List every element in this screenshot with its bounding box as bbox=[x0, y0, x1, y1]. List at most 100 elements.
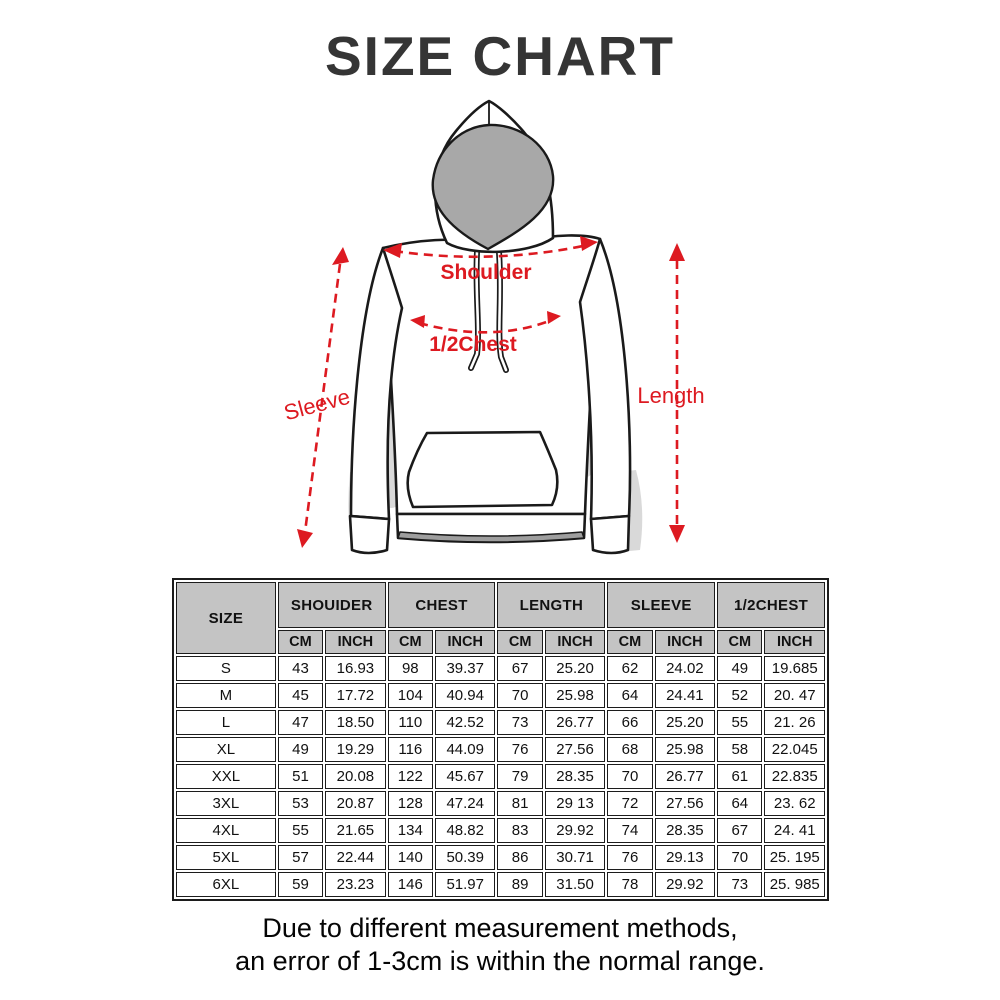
measurement-cell: 79 bbox=[497, 764, 543, 789]
shoulder-arrow bbox=[393, 243, 589, 259]
unit-header-cm: CM bbox=[387, 630, 433, 654]
measurement-cell: 43 bbox=[277, 656, 324, 681]
measurement-cell: 20.87 bbox=[325, 791, 386, 816]
measurement-cell: 59 bbox=[277, 872, 324, 897]
hoodie-figure: Shoulder 1/2Chest Sleeve Length bbox=[270, 92, 730, 578]
measurement-cell: 30.71 bbox=[544, 845, 606, 870]
table-row: M 45 17.72 104 40.94 70 25.98 64 24.41 52 20. 47 bbox=[176, 683, 825, 708]
size-label-cell: M bbox=[176, 683, 276, 708]
measurement-cell: 21. 26 bbox=[764, 710, 825, 735]
measurement-cell: 116 bbox=[387, 737, 433, 762]
measurement-cell: 66 bbox=[607, 710, 653, 735]
measurement-cell: 76 bbox=[607, 845, 653, 870]
measurement-cell: 98 bbox=[387, 656, 433, 681]
unit-header-cm: CM bbox=[277, 630, 324, 654]
measurement-cell: 25.98 bbox=[544, 683, 606, 708]
measurement-cell: 39.37 bbox=[434, 656, 496, 681]
measurement-cell: 134 bbox=[387, 818, 433, 843]
measurement-cell: 146 bbox=[387, 872, 433, 897]
shoulder-arrowhead-right bbox=[580, 236, 598, 251]
measurement-cell: 45.67 bbox=[434, 764, 496, 789]
measurement-cell: 26.77 bbox=[654, 764, 716, 789]
drawstrings bbox=[468, 249, 509, 373]
half-chest-arrowhead-left bbox=[410, 315, 425, 328]
measurement-cell: 25. 985 bbox=[764, 872, 825, 897]
measurement-cell: 68 bbox=[607, 737, 653, 762]
measurement-cell: 67 bbox=[497, 656, 543, 681]
measurement-cell: 78 bbox=[607, 872, 653, 897]
sleeve-arrow bbox=[303, 263, 342, 533]
unit-header-inch: INCH bbox=[544, 630, 606, 654]
measurement-cell: 64 bbox=[607, 683, 653, 708]
table-row: 6XL 59 23.23 146 51.97 89 31.50 78 29.92 73 25. 98… bbox=[176, 872, 825, 897]
measurement-cell: 70 bbox=[607, 764, 653, 789]
unit-header-inch: INCH bbox=[764, 630, 825, 654]
measurement-cell: 25.98 bbox=[654, 737, 716, 762]
shoulder-column-header: SHOUIDER bbox=[277, 582, 386, 628]
measurement-cell: 53 bbox=[277, 791, 324, 816]
sleeve-arrowhead-bottom bbox=[297, 529, 313, 548]
measurement-cell: 61 bbox=[717, 764, 763, 789]
size-label-cell: XL bbox=[176, 737, 276, 762]
right-cuff bbox=[589, 514, 631, 555]
size-label-cell: 5XL bbox=[176, 845, 276, 870]
measurement-cell: 73 bbox=[717, 872, 763, 897]
shoulder-arrowhead-left bbox=[383, 243, 402, 258]
length-arrowhead-top bbox=[669, 243, 685, 261]
measurement-cell: 73 bbox=[497, 710, 543, 735]
size-label-cell: XXL bbox=[176, 764, 276, 789]
unit-header-inch: INCH bbox=[654, 630, 716, 654]
measurement-cell: 42.52 bbox=[434, 710, 496, 735]
chest-column-header: CHEST bbox=[387, 582, 496, 628]
front-pocket bbox=[406, 430, 559, 509]
measurement-cell: 52 bbox=[717, 683, 763, 708]
measurement-cell: 57 bbox=[277, 845, 324, 870]
measurement-cell: 62 bbox=[607, 656, 653, 681]
size-table-body: S 43 16.93 98 39.37 67 25.20 62 24.02 49 19.685 M 45… bbox=[176, 656, 825, 897]
measurement-cell: 40.94 bbox=[434, 683, 496, 708]
left-cuff bbox=[348, 514, 391, 555]
measurement-cell: 23. 62 bbox=[764, 791, 825, 816]
measurement-cell: 17.72 bbox=[325, 683, 386, 708]
measurement-cell: 19.685 bbox=[764, 656, 825, 681]
measurement-cell: 22.835 bbox=[764, 764, 825, 789]
measurement-cell: 19.29 bbox=[325, 737, 386, 762]
measurement-cell: 83 bbox=[497, 818, 543, 843]
measurement-cell: 21.65 bbox=[325, 818, 386, 843]
table-row: S 43 16.93 98 39.37 67 25.20 62 24.02 49 19.685 bbox=[176, 656, 825, 681]
page-title: SIZE CHART bbox=[325, 25, 675, 87]
measurement-cell: 29 13 bbox=[544, 791, 606, 816]
measurement-cell: 51 bbox=[277, 764, 324, 789]
disclaimer-line-2: an error of 1-3cm is within the normal r… bbox=[235, 945, 765, 976]
measurement-cell: 25.20 bbox=[544, 656, 606, 681]
size-chart-table: SIZE SHOUIDER CHEST LENGTH SLEEVE 1/2CHE… bbox=[172, 578, 829, 901]
measurement-cell: 27.56 bbox=[544, 737, 606, 762]
measurement-cell: 24.02 bbox=[654, 656, 716, 681]
measurement-cell: 47.24 bbox=[434, 791, 496, 816]
sleeve-column-header: SLEEVE bbox=[607, 582, 716, 628]
length-label: Length bbox=[637, 383, 704, 408]
hood-interior bbox=[431, 123, 555, 251]
half-chest-column-header: 1/2CHEST bbox=[717, 582, 825, 628]
measurement-cell: 25. 195 bbox=[764, 845, 825, 870]
measurement-cell: 74 bbox=[607, 818, 653, 843]
measurement-cell: 31.50 bbox=[544, 872, 606, 897]
measurement-cell: 67 bbox=[717, 818, 763, 843]
shoulder-label: Shoulder bbox=[440, 261, 531, 284]
table-row: XXL 51 20.08 122 45.67 79 28.35 70 26.77 61 22.835 bbox=[176, 764, 825, 789]
sleeve-label: Sleeve bbox=[281, 384, 352, 426]
length-arrowhead-bottom bbox=[669, 525, 685, 543]
measurement-cell: 26.77 bbox=[544, 710, 606, 735]
measurement-cell: 22.045 bbox=[764, 737, 825, 762]
size-label-cell: L bbox=[176, 710, 276, 735]
measurement-cell: 28.35 bbox=[654, 818, 716, 843]
size-label-cell: 3XL bbox=[176, 791, 276, 816]
left-sleeve bbox=[349, 246, 404, 521]
measurement-cell: 28.35 bbox=[544, 764, 606, 789]
measurement-cell: 49 bbox=[277, 737, 324, 762]
measurement-cell: 23.23 bbox=[325, 872, 386, 897]
measurement-cell: 24.41 bbox=[654, 683, 716, 708]
measurement-cell: 25.20 bbox=[654, 710, 716, 735]
size-column-header: SIZE bbox=[176, 582, 276, 654]
half-chest-arrow bbox=[418, 318, 553, 334]
